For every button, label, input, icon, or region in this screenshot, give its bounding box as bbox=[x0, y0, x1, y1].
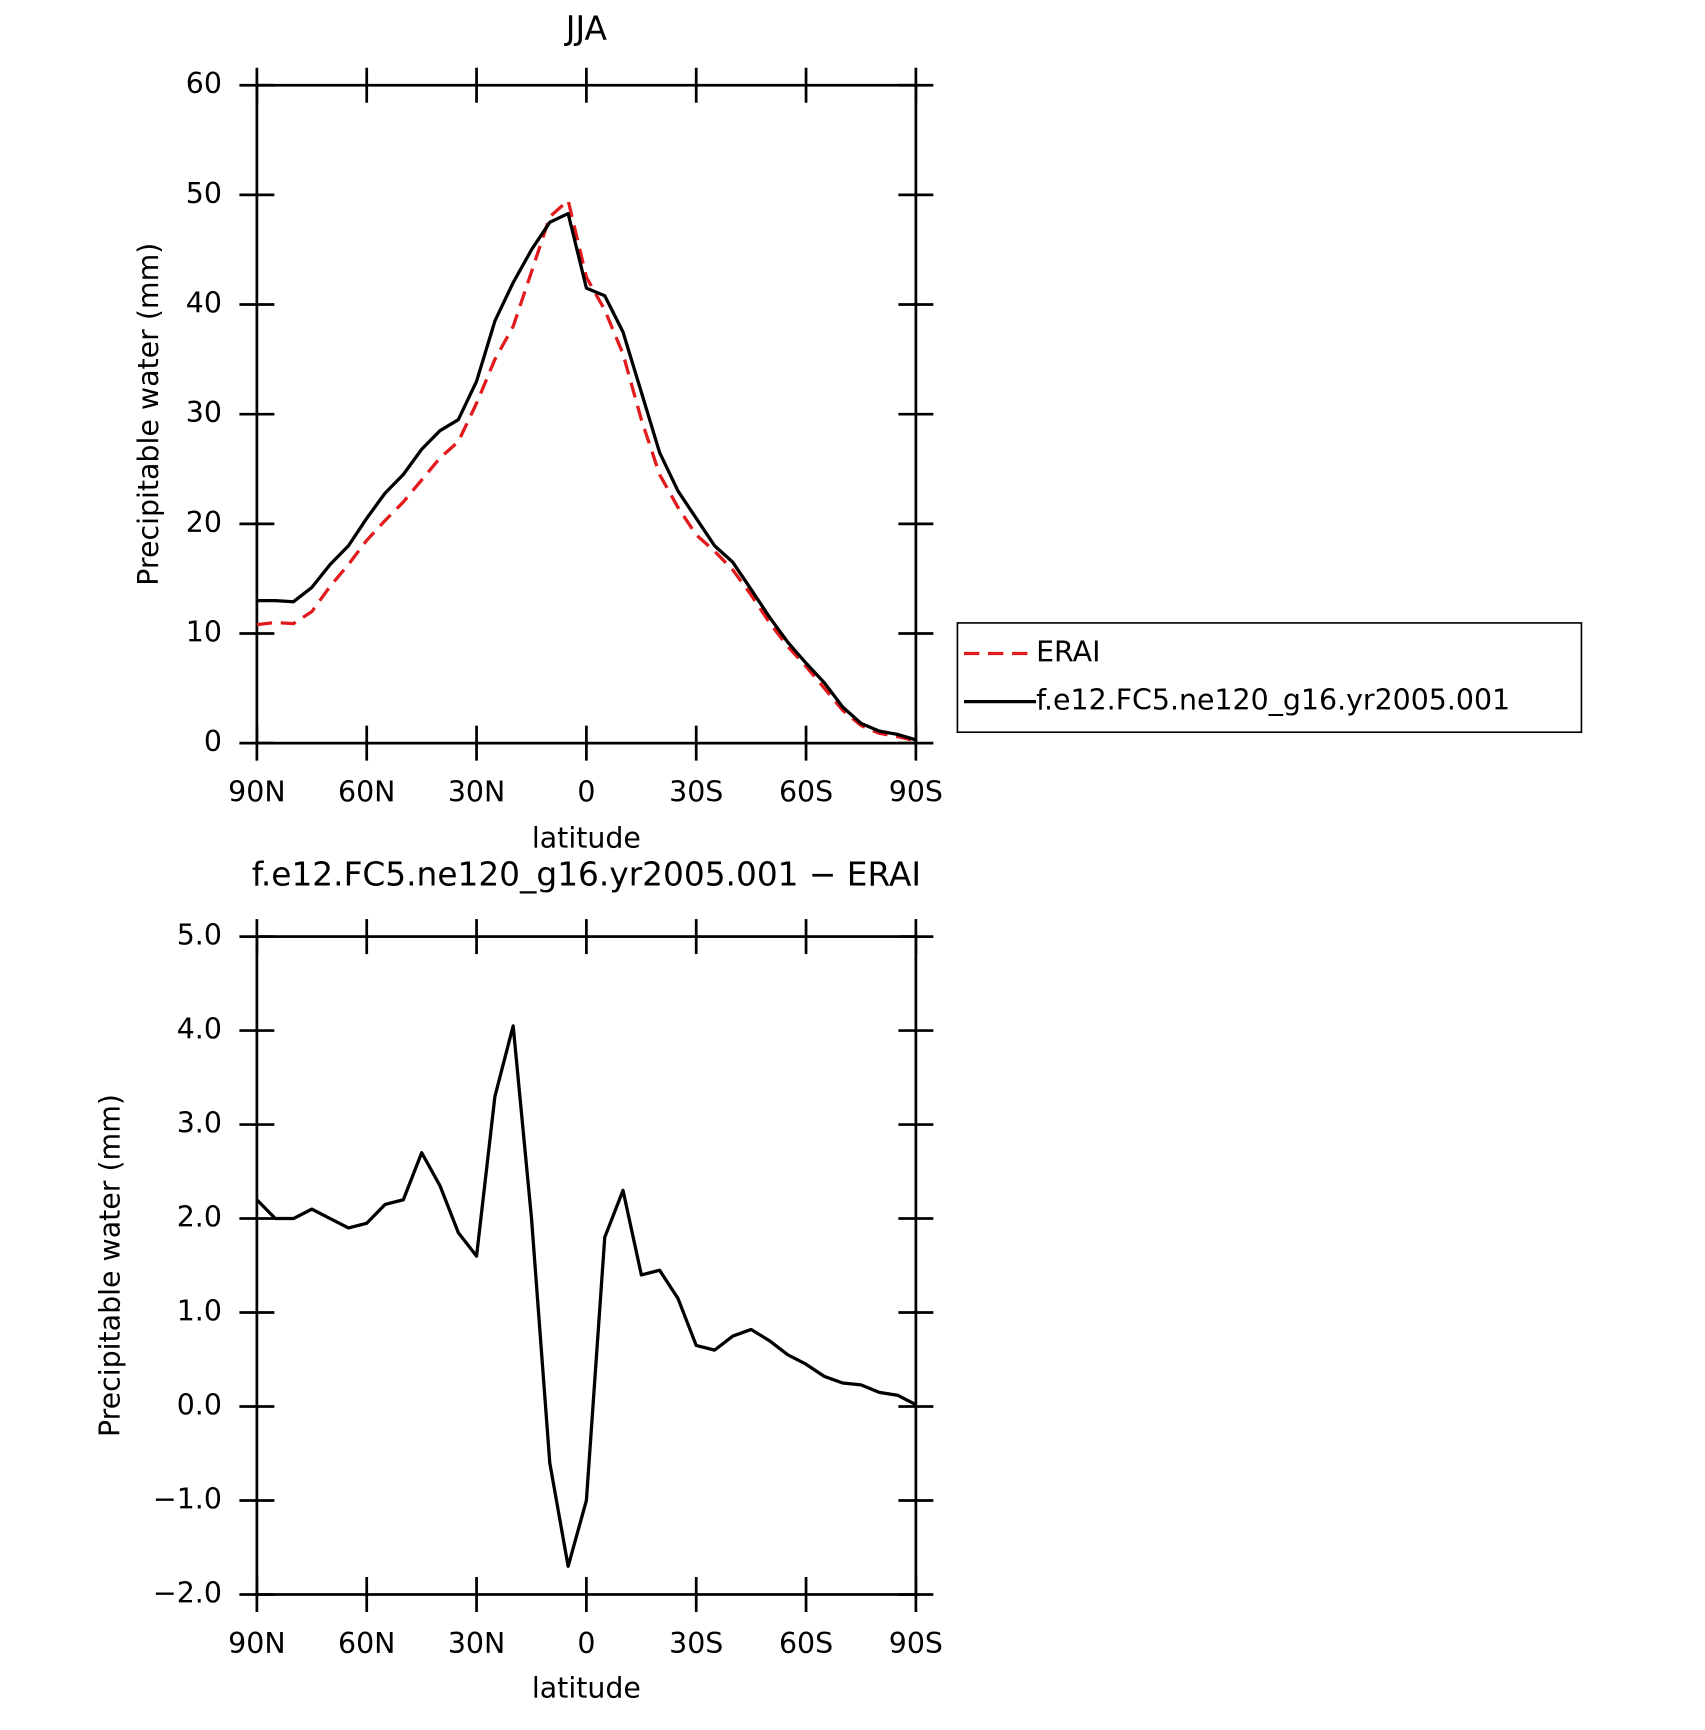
data-line bbox=[256, 211, 917, 742]
y-tick-label: 50 bbox=[186, 177, 222, 210]
y-tick-label: 5.0 bbox=[177, 919, 222, 952]
y-tick-label: 0.0 bbox=[177, 1389, 222, 1422]
y-tick-label: 1.0 bbox=[177, 1295, 222, 1328]
data-line bbox=[256, 198, 917, 743]
y-tick-label: −2.0 bbox=[153, 1576, 222, 1609]
x-axis-label: latitude bbox=[532, 1672, 641, 1705]
x-tick-label: 0 bbox=[577, 775, 595, 808]
legend-label: f.e12.FC5.ne120_g16.yr2005.001 bbox=[1036, 684, 1510, 717]
x-tick-label: 0 bbox=[577, 1627, 595, 1660]
y-tick-label: 40 bbox=[186, 287, 222, 320]
x-tick-label: 60N bbox=[338, 1627, 395, 1660]
plot-frame bbox=[255, 83, 918, 745]
y-tick-label: 0 bbox=[204, 725, 222, 758]
x-tick-label: 60S bbox=[779, 775, 833, 808]
legend-box bbox=[956, 622, 1583, 734]
y-axis-label: Precipitable water (mm) bbox=[132, 243, 165, 586]
x-tick-label: 30S bbox=[669, 775, 723, 808]
x-axis-label: latitude bbox=[532, 821, 641, 854]
legend-label: ERAI bbox=[1036, 636, 1100, 669]
x-tick-label: 90N bbox=[228, 775, 285, 808]
chart-title: f.e12.FC5.ne120_g16.yr2005.001 − ERAI bbox=[252, 855, 921, 893]
y-tick-label: 60 bbox=[186, 67, 222, 100]
x-tick-label: 60N bbox=[338, 775, 395, 808]
x-tick-label: 30S bbox=[669, 1627, 723, 1660]
y-tick-label: 10 bbox=[186, 615, 222, 648]
x-tick-label: 30N bbox=[448, 775, 505, 808]
data-line bbox=[255, 1024, 917, 1568]
x-tick-label: 60S bbox=[779, 1627, 833, 1660]
x-tick-label: 90S bbox=[889, 1627, 943, 1660]
legend: ERAI f.e12.FC5.ne120_g16.yr2005.001 bbox=[956, 622, 1583, 734]
y-tick-label: 2.0 bbox=[177, 1201, 222, 1234]
y-tick-label: 30 bbox=[186, 396, 222, 429]
y-tick-label: 20 bbox=[186, 506, 222, 539]
x-tick-label: 90N bbox=[228, 1627, 285, 1660]
y-axis-label: Precipitable water (mm) bbox=[94, 1094, 127, 1437]
y-tick-label: 3.0 bbox=[177, 1107, 222, 1140]
x-tick-label: 90S bbox=[889, 775, 943, 808]
y-tick-label: −1.0 bbox=[153, 1482, 222, 1515]
y-tick-label: 4.0 bbox=[177, 1013, 222, 1046]
x-tick-label: 30N bbox=[448, 1627, 505, 1660]
chart-title: JJA bbox=[564, 10, 608, 48]
